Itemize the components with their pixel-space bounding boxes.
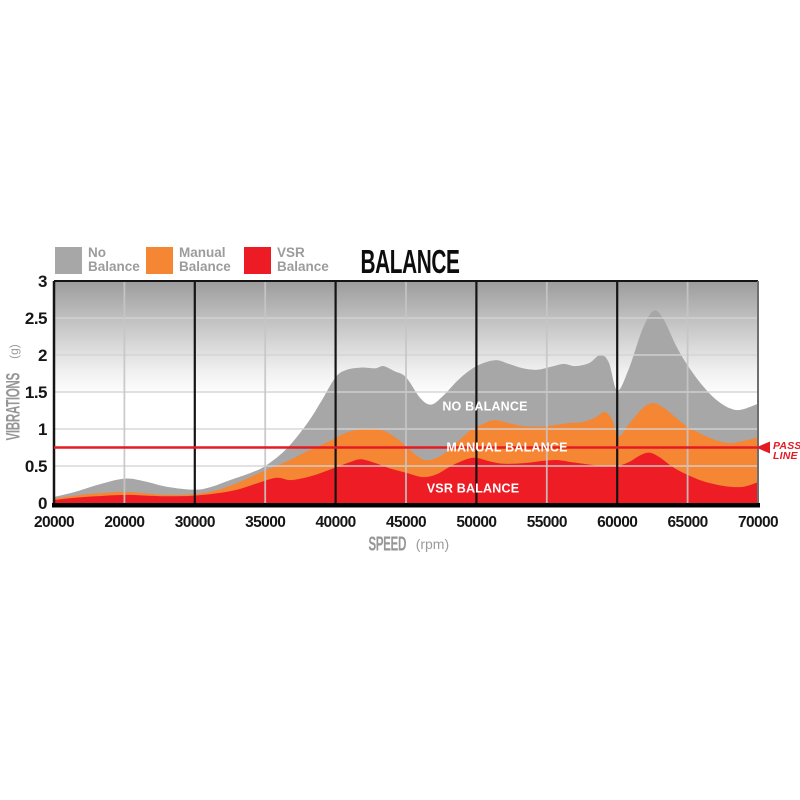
y-tick-label: 2 [38, 346, 47, 365]
x-tick-label: 60000 [597, 514, 637, 531]
no-balance-legend-label: No Balance [88, 246, 140, 274]
x-axis-unit: (rpm) [415, 536, 450, 552]
x-axis-title-text: SPEED [368, 533, 406, 556]
x-tick-label: 35000 [245, 514, 285, 531]
y-axis-title: VIBRATIONS (g) [2, 332, 25, 462]
vsr-balance-legend-label: VSR Balance [277, 246, 329, 274]
chart-title: BALANCE [360, 242, 460, 281]
y-axis-unit: (g) [7, 344, 21, 359]
y-tick-label: 2.5 [25, 309, 47, 328]
x-axis-line [52, 503, 760, 508]
x-tick-label: 45000 [386, 514, 426, 531]
legend-label-line: VSR [277, 245, 305, 260]
x-tick-label: 40000 [316, 514, 356, 531]
pass-line-arrow-icon [756, 441, 770, 454]
vsr-balance-swatch [244, 247, 271, 274]
pass-line-label-line: LINE [773, 450, 798, 462]
y-axis-title-text: VIBRATIONS [2, 372, 25, 441]
area-label: VSR BALANCE [427, 482, 519, 496]
y-tick-label: 3 [38, 272, 47, 291]
x-tick-label: 50000 [456, 514, 496, 531]
y-tick-label: 0 [38, 494, 47, 513]
no-balance-swatch [55, 247, 82, 274]
manual-balance-legend-label: Manual Balance [179, 246, 231, 274]
area-label: NO BALANCE [442, 400, 527, 414]
y-tick-label: 1.5 [25, 383, 47, 402]
legend-label-line: Balance [277, 259, 329, 274]
legend-label-line: Balance [179, 259, 231, 274]
area-label: MANUAL BALANCE [446, 441, 567, 455]
y-tick-label: 1 [38, 420, 47, 439]
x-tick-label: 55000 [527, 514, 567, 531]
x-tick-label: 30000 [175, 514, 215, 531]
y-tick-label: 0.5 [25, 457, 47, 476]
legend-label-line: Manual [179, 245, 226, 260]
pass-line-label: PASS LINE [773, 440, 800, 462]
x-tick-label: 70000 [738, 514, 778, 531]
pass-line-label-line: PASS [773, 440, 800, 452]
x-tick-label: 65000 [668, 514, 708, 531]
legend-label-line: No [88, 245, 106, 260]
x-axis-title: SPEED (rpm) [54, 533, 758, 556]
x-tick-label: 20000 [34, 514, 74, 531]
manual-balance-swatch [146, 247, 173, 274]
legend-label-line: Balance [88, 259, 140, 274]
x-tick-label: 20000 [104, 514, 144, 531]
